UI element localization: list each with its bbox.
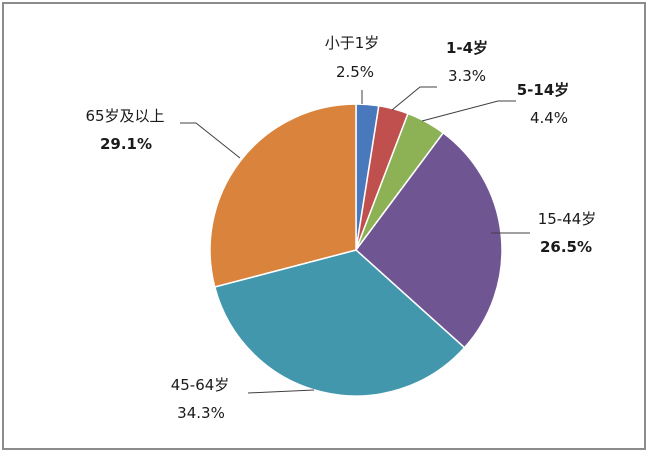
slice-category-label-4: 15-44岁 bbox=[538, 210, 597, 228]
slice-value-label-2: 3.3% bbox=[448, 67, 486, 85]
slice-category-label-1: 小于1岁 bbox=[325, 34, 380, 52]
slice-labels: 小于1岁 2.5% 1-4岁 3.3% 5-14岁 4.4% 15-44岁 26.5% 45-6… bbox=[85, 34, 596, 422]
leader-line-2 bbox=[391, 86, 437, 111]
slice-value-label-6: 29.1% bbox=[100, 135, 152, 153]
slice-value-label-4: 26.5% bbox=[540, 238, 592, 256]
slice-value-label-3: 4.4% bbox=[530, 109, 568, 127]
slice-category-label-6: 65岁及以上 bbox=[85, 107, 164, 125]
slice-value-label-1: 2.5% bbox=[336, 63, 374, 81]
leader-lines bbox=[180, 86, 530, 394]
pie-slice-5 bbox=[213, 249, 466, 397]
pie-slice-4 bbox=[354, 131, 503, 349]
leader-line-6 bbox=[180, 122, 241, 159]
slice-category-label-5: 45-64岁 bbox=[171, 376, 230, 394]
leader-line-5 bbox=[247, 389, 315, 394]
slice-value-label-5: 34.3% bbox=[177, 404, 225, 422]
slice-category-label-2: 1-4岁 bbox=[446, 39, 488, 57]
slice-category-label-3: 5-14岁 bbox=[517, 81, 570, 99]
leader-line-3 bbox=[421, 100, 516, 122]
pie-slices bbox=[209, 103, 503, 397]
pie-slice-6 bbox=[209, 103, 357, 288]
